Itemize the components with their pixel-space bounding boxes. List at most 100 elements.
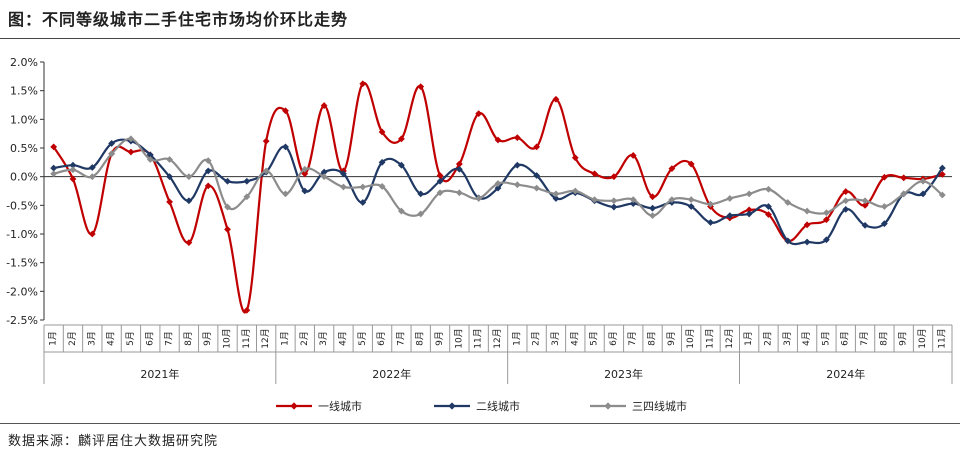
data-point [900,190,908,198]
data-point [146,151,154,159]
x-tick-label: 12月 [492,328,503,348]
data-point [513,181,521,189]
data-point [823,236,830,244]
data-point [224,177,231,185]
x-tick-label: 1月 [511,331,522,346]
data-point [610,197,618,205]
y-tick-label: 1.0% [10,113,38,126]
data-point [69,166,77,174]
data-point [513,134,521,142]
x-tick-label: 10月 [685,328,696,348]
data-point [571,154,579,162]
data-point [359,199,367,206]
legend-item-2: 二线城市 [434,399,520,413]
data-point [649,204,656,212]
series-lines-layer [50,80,946,314]
data-point [842,205,850,213]
data-point [494,180,502,187]
data-point [262,167,270,175]
data-point [417,210,425,218]
data-point [282,143,289,151]
y-tick-label: -2.0% [6,285,38,298]
legend-swatch-marker [604,402,612,410]
data-point [880,173,888,181]
data-point [340,183,347,191]
legend-label: 二线城市 [476,399,520,413]
data-point [146,156,154,163]
x-tick-label: 2月 [299,331,310,346]
source-note: 数据来源：麟评居住大数据研究院 [8,434,219,449]
x-tick-label: 9月 [666,331,677,346]
data-point [533,143,541,151]
data-point [494,184,502,192]
data-point [803,238,811,246]
x-tick-label: 3月 [550,331,561,346]
legend-label: 一线城市 [318,399,362,413]
data-point [938,164,946,172]
x-tick-label: 8月 [878,331,889,346]
series-3 [50,135,946,220]
x-tick-label: 4月 [569,331,580,346]
data-point [803,207,811,215]
data-point [243,177,251,185]
legend-label: 三四线城市 [632,399,687,413]
x-tick-label: 7月 [859,331,870,346]
data-point [591,170,598,178]
data-point [301,170,309,178]
x-tick-label: 6月 [144,331,155,346]
data-point [108,140,116,147]
data-point [69,161,77,169]
x-tick-label: 1月 [48,331,59,346]
y-tick-label: -0.5% [6,199,38,212]
data-point [398,135,405,143]
data-point [880,203,888,210]
chart-title: 图：不同等级城市二手住宅市场均价环比走势 [8,10,349,29]
data-point [726,195,734,202]
data-point [301,165,309,173]
data-point [340,170,347,178]
data-point [823,209,830,217]
data-point [533,184,541,192]
data-point [185,173,193,181]
data-point [417,83,425,91]
data-point [108,150,116,158]
data-point [320,168,328,176]
data-point [301,187,309,195]
x-tick-label: 7月 [395,331,406,346]
data-point [687,203,695,210]
x-tick-label: 3月 [782,331,793,346]
data-point [900,174,908,182]
x-tick-label: 8月 [647,331,658,346]
x-tick-label: 5月 [125,331,136,346]
data-point [533,172,541,179]
data-point [320,102,328,109]
x-tick-label: 3月 [318,331,329,346]
data-point [552,195,560,202]
x-tick-label: 10月 [453,328,464,348]
x-tick-label: 11月 [705,328,716,348]
x-tick-label: 6月 [840,331,851,346]
data-point [629,200,637,208]
data-point [282,190,289,198]
data-point [668,165,676,173]
data-point [88,230,96,238]
data-point [610,173,618,181]
source-divider [0,423,960,424]
legend-item-3: 三四线城市 [590,399,687,413]
x-tick-label: 9月 [898,331,909,346]
x-tick-label: 4月 [801,331,812,346]
year-label: 2021年 [140,367,179,381]
data-point [398,161,405,169]
data-point [50,164,58,172]
data-point [282,107,289,115]
data-point [610,203,618,211]
x-tick-label: 5月 [589,331,600,346]
data-point [243,193,251,201]
data-point [552,95,560,103]
data-point [378,183,386,190]
data-point [707,219,714,226]
data-point [320,173,328,181]
axes-layer: 2.0% 1.5% 1.0% 0.5% 0.0% -0.5% -1.0% -1.5% -2.0%… [6,56,953,384]
data-point [765,185,772,193]
